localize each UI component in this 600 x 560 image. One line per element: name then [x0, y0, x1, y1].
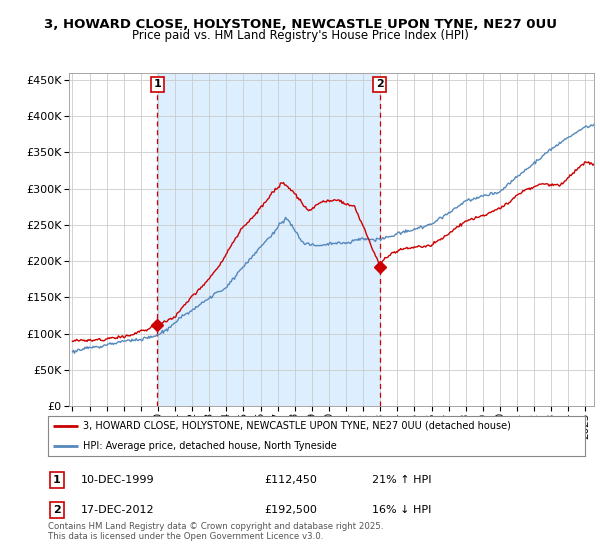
- Text: 17-DEC-2012: 17-DEC-2012: [81, 505, 155, 515]
- Text: Price paid vs. HM Land Registry's House Price Index (HPI): Price paid vs. HM Land Registry's House …: [131, 29, 469, 42]
- Bar: [157, 73, 380, 406]
- Text: HPI: Average price, detached house, North Tyneside: HPI: Average price, detached house, Nort…: [83, 441, 337, 451]
- Text: 2: 2: [376, 80, 383, 90]
- Text: 2: 2: [53, 505, 61, 515]
- Text: Contains HM Land Registry data © Crown copyright and database right 2025.
This d: Contains HM Land Registry data © Crown c…: [48, 522, 383, 542]
- Text: 16% ↓ HPI: 16% ↓ HPI: [372, 505, 431, 515]
- Text: 1: 1: [154, 80, 161, 90]
- Text: 21% ↑ HPI: 21% ↑ HPI: [372, 475, 431, 485]
- Text: 3, HOWARD CLOSE, HOLYSTONE, NEWCASTLE UPON TYNE, NE27 0UU (detached house): 3, HOWARD CLOSE, HOLYSTONE, NEWCASTLE UP…: [83, 421, 511, 431]
- Text: 1: 1: [53, 475, 61, 485]
- Text: 3, HOWARD CLOSE, HOLYSTONE, NEWCASTLE UPON TYNE, NE27 0UU: 3, HOWARD CLOSE, HOLYSTONE, NEWCASTLE UP…: [44, 18, 557, 31]
- Text: £192,500: £192,500: [264, 505, 317, 515]
- Text: £112,450: £112,450: [264, 475, 317, 485]
- Text: 10-DEC-1999: 10-DEC-1999: [81, 475, 155, 485]
